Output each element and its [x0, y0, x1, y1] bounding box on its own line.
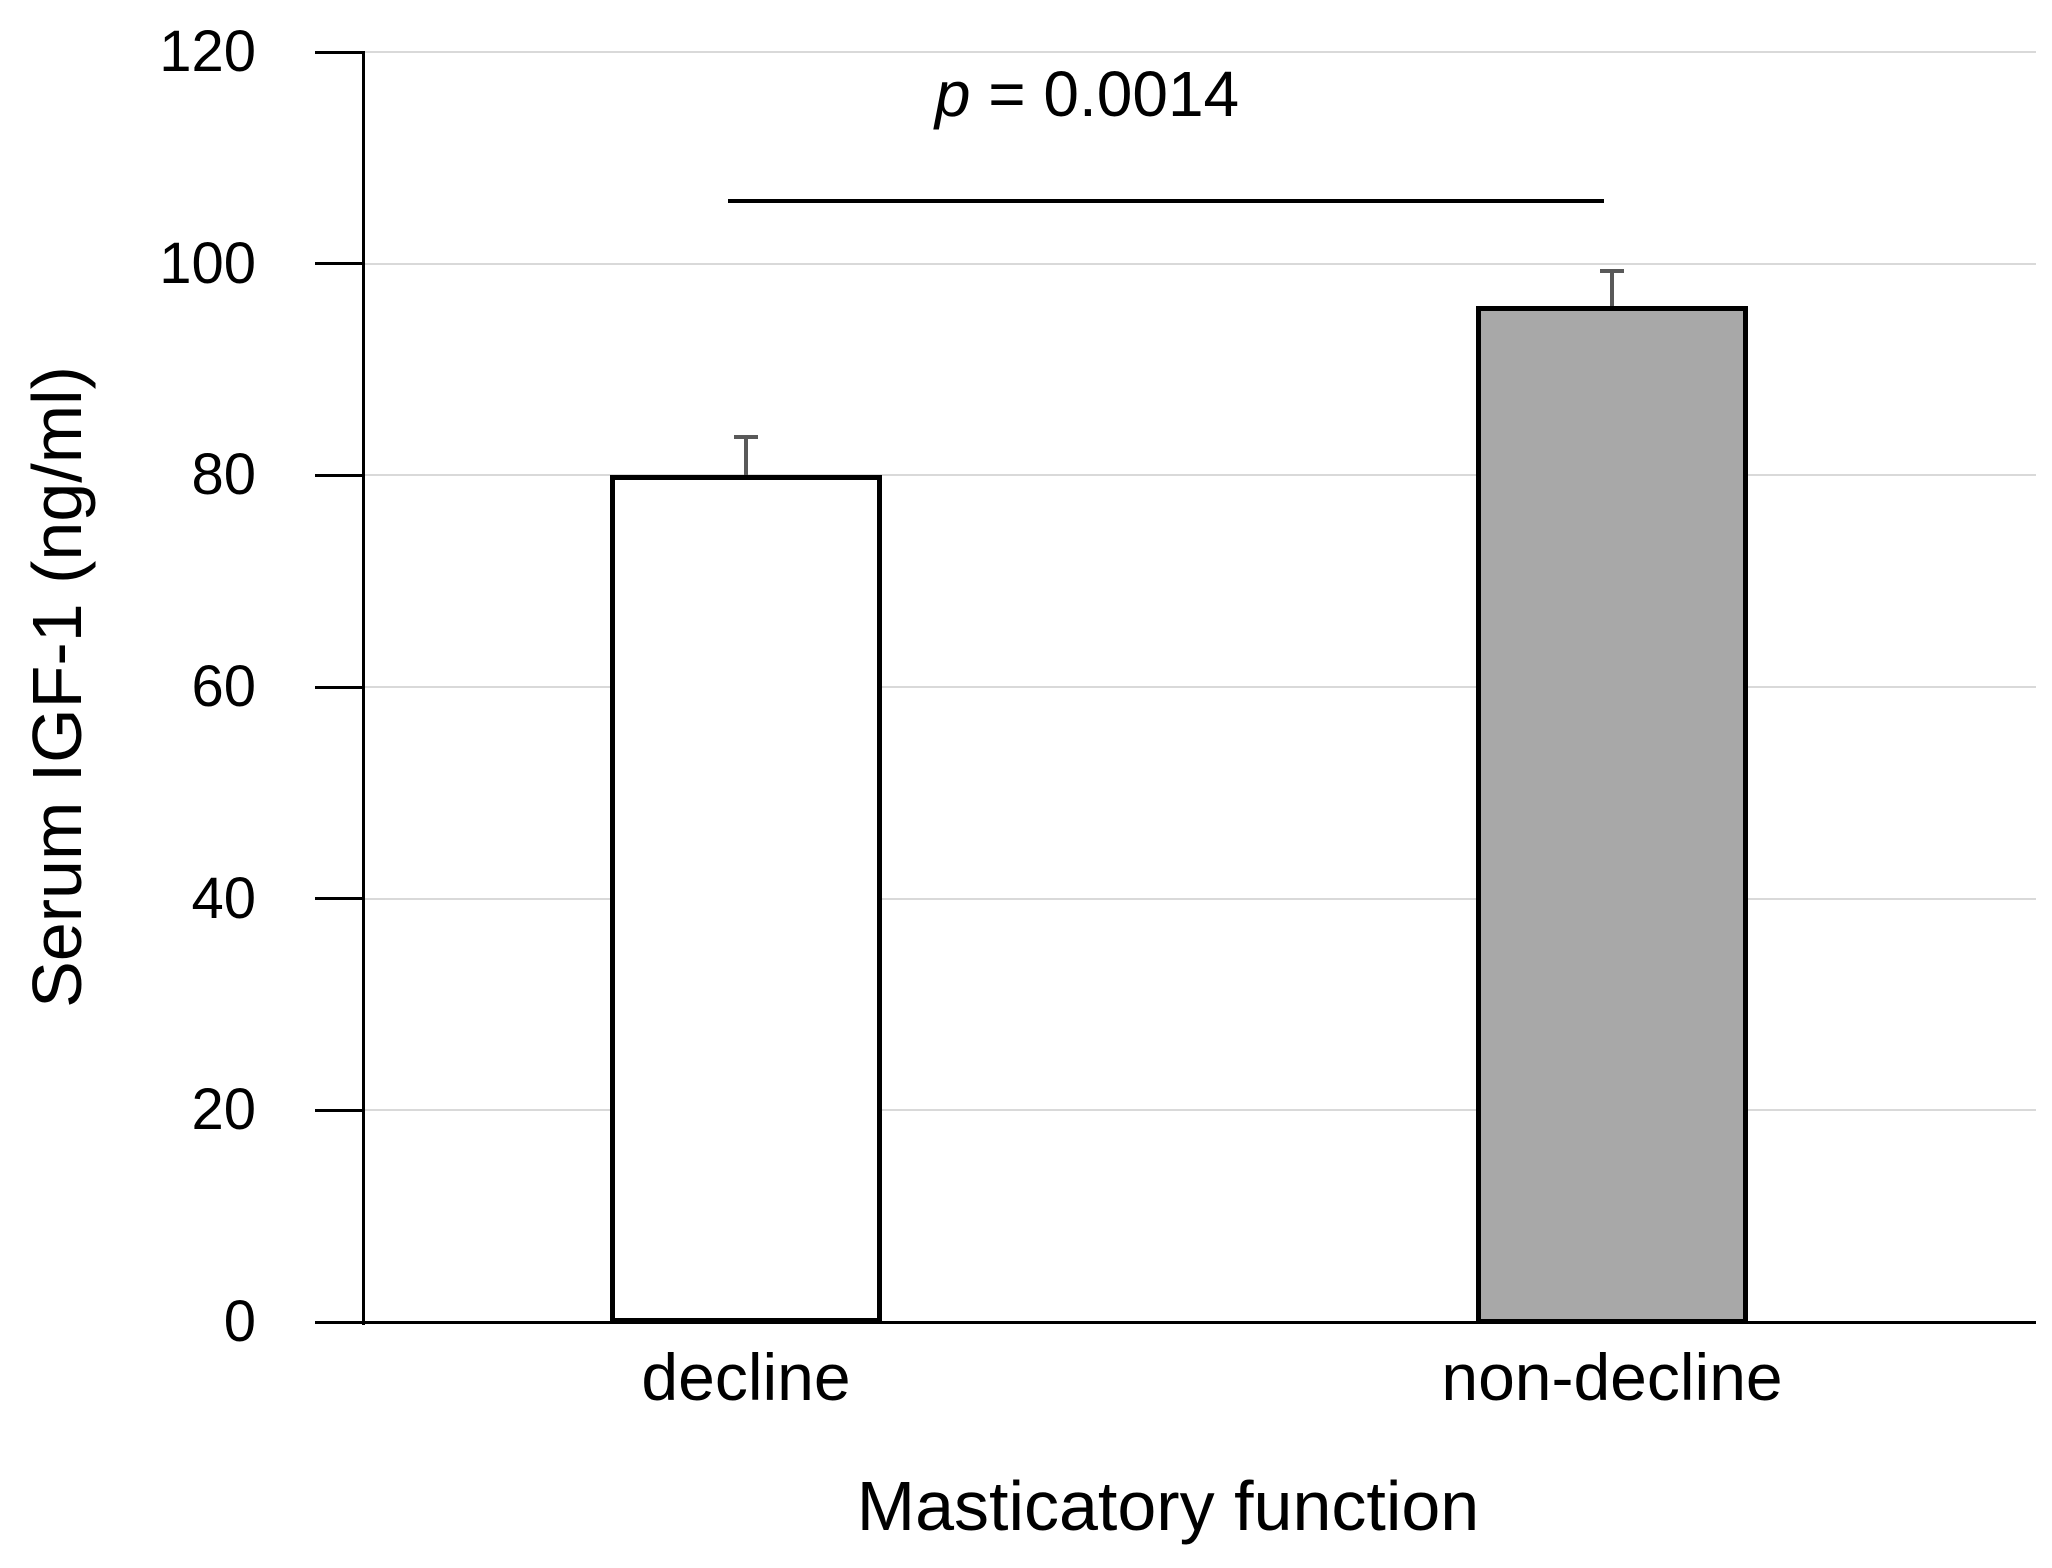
- y-tick-label-40: 40: [191, 865, 256, 931]
- y-tick-label-60: 60: [191, 654, 256, 719]
- x-axis-line: [365, 1320, 2036, 1324]
- x-axis-title: Masticatory function: [856, 1467, 1480, 1545]
- error-bar-cap-non-decline: [1600, 269, 1624, 274]
- p-value-annotation: p = 0.0014: [935, 62, 1239, 126]
- y-tick-mark-60: [315, 685, 365, 689]
- error-bar-cap-decline: [734, 435, 758, 440]
- y-tick-label-80: 80: [191, 442, 256, 508]
- y-tick-label-20: 20: [191, 1077, 256, 1143]
- gridline-120: [365, 51, 2036, 53]
- y-tick-label-120: 120: [159, 19, 256, 84]
- error-bar-line-non-decline: [1610, 271, 1614, 306]
- bar-decline: [610, 475, 882, 1324]
- y-axis-line: [362, 52, 365, 1325]
- gridline-100: [365, 262, 2036, 265]
- gridline-20: [365, 1109, 2036, 1112]
- gridline-40: [365, 897, 2036, 900]
- y-tick-mark-20: [315, 1108, 365, 1112]
- significance-line: [728, 199, 1604, 203]
- category-label-decline: decline: [641, 1340, 851, 1414]
- y-tick-label-0: 0: [223, 1289, 256, 1354]
- error-bar-line-decline: [744, 437, 748, 476]
- y-tick-mark-40: [315, 897, 365, 901]
- y-tick-label-100: 100: [159, 230, 256, 296]
- y-tick-mark-80: [315, 473, 365, 477]
- y-tick-mark-120: [315, 50, 365, 54]
- gridline-60: [365, 686, 2036, 688]
- gridline-80: [365, 474, 2036, 477]
- y-tick-mark-0: [315, 1320, 365, 1324]
- p-symbol: p: [934, 58, 971, 130]
- bar-non-decline: [1476, 306, 1748, 1324]
- category-label-non-decline: non-decline: [1441, 1340, 1783, 1414]
- p-value-text: = 0.0014: [970, 58, 1240, 130]
- y-tick-mark-100: [315, 262, 365, 266]
